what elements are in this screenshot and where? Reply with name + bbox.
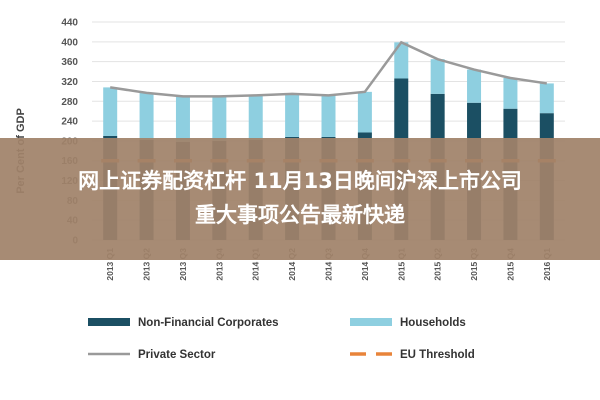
legend-label: Households — [400, 317, 466, 329]
legend-swatch — [350, 318, 392, 326]
x-tick-label: 2013 Q1 — [105, 248, 115, 281]
bar-households — [394, 42, 409, 79]
x-tick-label: 2013 Q2 — [142, 248, 152, 281]
bar-households — [175, 96, 190, 142]
bar-households — [430, 59, 445, 94]
legend-swatch — [88, 318, 130, 326]
headline-line-1: 网上证券配资杠杆 11月13日晚间沪深上市公司 — [78, 169, 522, 193]
bar-households — [248, 95, 263, 140]
y-tick-label: 440 — [61, 18, 78, 29]
y-tick-label: 360 — [61, 57, 78, 68]
x-tick-label: 2014 Q1 — [251, 248, 261, 281]
private-sector-line — [110, 40, 547, 98]
legend-label: EU Threshold — [400, 349, 475, 361]
legend: Non-Financial Corporates Households Privat… — [88, 317, 475, 361]
y-tick-label: 240 — [61, 117, 78, 128]
x-tick-label: 2014 Q2 — [287, 248, 297, 281]
x-tick-label: 2015 Q4 — [505, 248, 515, 281]
bar-households — [212, 96, 227, 141]
x-tick-label: 2016 Q1 — [542, 248, 552, 281]
x-axis-ticks: 2013 Q1 2013 Q2 2013 Q3 2013 Q4 2014 Q1 2014 … — [105, 248, 552, 281]
headline-line-2: 重大事项公告最新快递 — [195, 203, 405, 227]
x-tick-label: 2014 Q3 — [324, 248, 334, 281]
news-headline: 网上证券配资杠杆 11月13日晚间沪深上市公司 重大事项公告最新快递 — [0, 164, 600, 232]
y-tick-label: 400 — [61, 37, 78, 48]
bar-households — [357, 91, 372, 133]
legend-label: Non-Financial Corporates — [138, 317, 279, 329]
bar-households — [539, 83, 554, 114]
bar-households — [321, 95, 336, 137]
x-tick-label: 2015 Q1 — [396, 248, 406, 281]
x-tick-label: 2015 Q3 — [469, 248, 479, 281]
y-tick-label: 280 — [61, 97, 78, 108]
bar-households — [139, 92, 154, 140]
x-tick-label: 2015 Q2 — [433, 248, 443, 281]
x-tick-label: 2014 Q4 — [360, 248, 370, 281]
bar-households — [103, 87, 118, 136]
y-tick-label: 320 — [61, 77, 78, 88]
x-tick-label: 2013 Q4 — [214, 248, 224, 281]
news-banner: 网上证券配资杠杆 11月13日晚间沪深上市公司 重大事项公告最新快递 — [0, 138, 600, 260]
x-tick-label: 2013 Q3 — [178, 248, 188, 281]
bar-households — [285, 93, 300, 137]
legend-label: Private Sector — [138, 349, 216, 361]
bar-households — [467, 69, 482, 103]
bar-households — [503, 77, 518, 109]
